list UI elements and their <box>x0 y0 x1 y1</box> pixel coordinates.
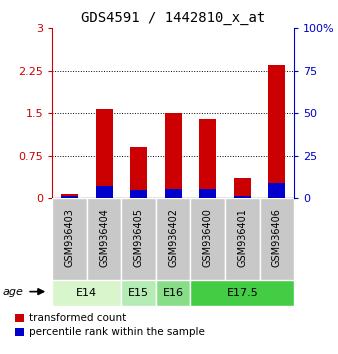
Text: GSM936401: GSM936401 <box>237 208 247 267</box>
Text: E17.5: E17.5 <box>226 288 258 298</box>
Bar <box>156 198 191 280</box>
Text: GSM936403: GSM936403 <box>65 208 75 267</box>
Bar <box>121 280 156 306</box>
Legend: transformed count, percentile rank within the sample: transformed count, percentile rank withi… <box>15 313 205 337</box>
Bar <box>191 198 225 280</box>
Text: GSM936402: GSM936402 <box>168 208 178 267</box>
Bar <box>61 196 78 198</box>
Bar <box>268 65 285 198</box>
Text: E14: E14 <box>76 288 97 298</box>
Bar <box>199 119 216 198</box>
Bar <box>199 189 216 198</box>
Bar <box>96 186 113 198</box>
Bar <box>52 198 87 280</box>
Bar <box>234 196 251 198</box>
Bar <box>165 189 182 198</box>
Bar <box>130 147 147 198</box>
Text: GSM936404: GSM936404 <box>99 208 109 267</box>
Bar <box>52 280 121 306</box>
Bar <box>165 113 182 198</box>
Text: GSM936405: GSM936405 <box>134 208 144 267</box>
Text: E16: E16 <box>163 288 184 298</box>
Bar <box>268 183 285 198</box>
Bar <box>225 198 260 280</box>
Text: GSM936400: GSM936400 <box>203 208 213 267</box>
Bar <box>87 198 121 280</box>
Text: E15: E15 <box>128 288 149 298</box>
Text: age: age <box>3 287 24 297</box>
Bar <box>156 280 191 306</box>
Text: GSM936406: GSM936406 <box>272 208 282 267</box>
Bar <box>191 280 294 306</box>
Bar <box>130 190 147 198</box>
Bar <box>61 194 78 198</box>
Bar <box>121 198 156 280</box>
Bar <box>96 109 113 198</box>
Bar <box>260 198 294 280</box>
Bar <box>234 178 251 198</box>
Title: GDS4591 / 1442810_x_at: GDS4591 / 1442810_x_at <box>81 11 265 24</box>
